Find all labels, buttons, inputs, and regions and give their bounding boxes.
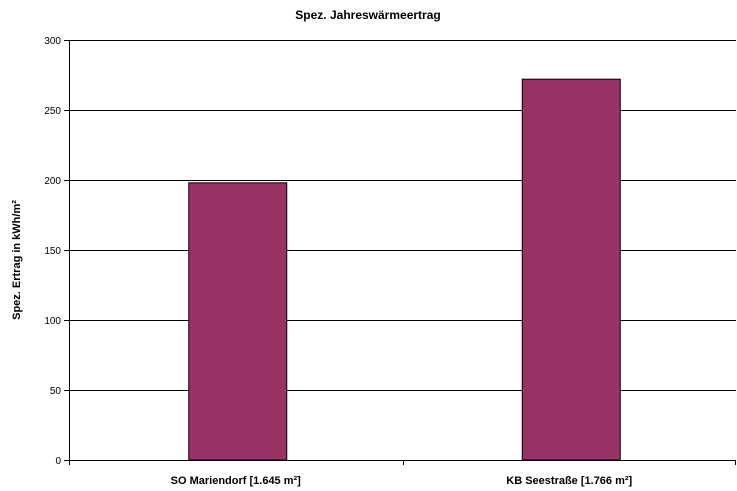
y-tick-label: 300 [44,36,61,47]
y-tick-label: 200 [44,176,61,187]
y-tick-label: 0 [55,456,61,467]
y-tick-label: 250 [44,106,61,117]
bars [188,78,621,461]
x-category-label: KB Seestraße [1.766 m²] [506,475,632,487]
axis-labels: 0 50 100 150 200 250 300 SO Mariendorf [1.645 m… [44,36,632,487]
bar [521,78,621,461]
y-tick-label: 100 [44,316,61,327]
chart-title: Spez. Jahreswärmeertrag [295,8,440,22]
axes [64,40,736,465]
y-tick-label: 50 [50,386,62,397]
y-tick-label: 150 [44,246,61,257]
gridlines [69,40,736,391]
x-category-label: SO Mariendorf [1.645 m²] [171,475,302,487]
y-axis-label: Spez. Ertrag in kWh/m² [11,200,23,320]
bar [188,182,288,461]
